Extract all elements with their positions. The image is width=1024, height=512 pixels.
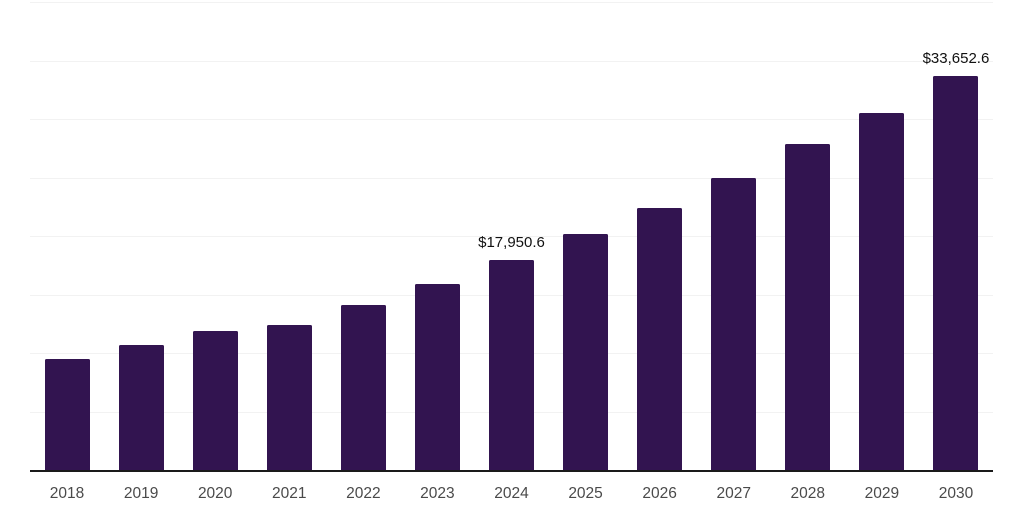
x-axis-label-2029: 2029 — [864, 485, 900, 502]
bar-2029 — [859, 113, 905, 470]
gridline — [30, 2, 993, 3]
bar-2026 — [637, 207, 683, 470]
data-label-2024: $17,950.6 — [478, 233, 545, 251]
x-axis-label-2026: 2026 — [642, 485, 677, 502]
bar-2024 — [489, 259, 534, 470]
x-axis-line — [30, 470, 993, 472]
bar-2019 — [118, 344, 164, 470]
bar-2030 — [933, 76, 979, 470]
x-axis-label-2024: 2024 — [494, 485, 529, 502]
gridline — [30, 119, 993, 120]
gridline — [30, 177, 993, 179]
x-axis-label-2021: 2021 — [272, 485, 307, 502]
x-axis-label-2023: 2023 — [420, 485, 455, 502]
bar-2028 — [785, 143, 831, 470]
bar-2018 — [44, 358, 90, 470]
x-axis-label-2018: 2018 — [49, 485, 85, 502]
bar-2025 — [563, 233, 609, 470]
bar-2027 — [711, 177, 757, 470]
x-axis-label-2020: 2020 — [197, 485, 233, 502]
gridline — [30, 236, 993, 237]
x-axis-label-2025: 2025 — [568, 485, 603, 502]
x-axis-label-2022: 2022 — [346, 485, 381, 502]
gridline — [30, 60, 993, 62]
bar-2021 — [266, 324, 312, 470]
x-axis-label-2030: 2030 — [938, 485, 974, 502]
x-axis-label-2028: 2028 — [790, 485, 826, 502]
x-axis-label-2027: 2027 — [716, 485, 751, 502]
bar-2020 — [192, 330, 238, 470]
data-label-2030: $33,652.6 — [922, 50, 990, 68]
bar-2022 — [340, 305, 386, 470]
bar-2023 — [414, 283, 460, 470]
x-axis-label-2019: 2019 — [123, 485, 159, 502]
